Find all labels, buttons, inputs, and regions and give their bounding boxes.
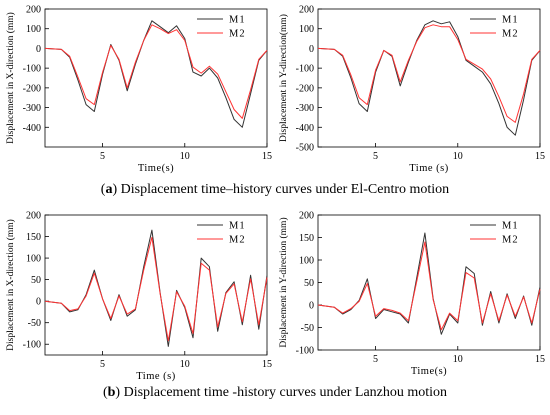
chart-a-left-xlabel: Time(s)	[138, 163, 174, 174]
chart-b-left-ytick-label: 0	[36, 297, 41, 308]
chart-b-left-ytick-label: -50	[28, 318, 41, 329]
chart-a-right-ytick-label: -100	[296, 64, 314, 75]
chart-a-right-ytick-label: -400	[296, 123, 314, 134]
chart-a-right-series-m1	[317, 20, 541, 136]
chart-a-left-ytick-label: 0	[36, 44, 41, 55]
caption-b-label: b	[107, 385, 116, 400]
chart-b-left-legend-label: M2	[229, 235, 246, 246]
chart-b-right-ylabel: Displacement in Y-direction (mm)	[278, 217, 289, 347]
chart-b-left-xlabel: Time (s)	[136, 371, 176, 382]
chart-a-left-ylabel: Displacement in X-direction (mm)	[5, 12, 16, 144]
chart-a-left-legend-label: M2	[229, 29, 246, 40]
chart-b-right-ytick-label: 0	[309, 301, 314, 312]
chart-b-right-ytick-label: -50	[301, 323, 314, 334]
chart-b-right-series-m1	[317, 232, 541, 335]
chart-b-right-xtick-label: 15	[535, 354, 545, 365]
caption-a-label: a	[105, 182, 113, 197]
chart-b-left-xtick-label: 15	[262, 359, 272, 370]
chart-a-right-series-m2	[317, 24, 541, 123]
chart-b-left-ytick-label: -100	[23, 340, 41, 351]
chart-a-right-xlabel: Time (s)	[409, 163, 449, 174]
chart-b-left-xtick-label: 10	[180, 359, 190, 370]
chart-a-left-ytick-label: -100	[23, 64, 41, 75]
chart-a-left-legend-label: M1	[229, 15, 246, 26]
chart-a-right-ytick-label: -200	[296, 83, 314, 94]
caption-b: (b) Displacement time -history curves un…	[102, 385, 448, 400]
chart-a-right-ytick-label: 200	[299, 5, 314, 16]
chart-b-right-ytick-label: 150	[299, 233, 314, 244]
chart-b-right-series-m2	[317, 241, 541, 331]
chart-b-right-legend-label: M1	[502, 221, 519, 232]
chart-a-right-xtick-label: 10	[453, 151, 463, 162]
chart-a-left-xtick-label: 5	[100, 151, 105, 162]
chart-b-right-legend-label: M2	[502, 235, 519, 246]
chart-b-left-frame	[44, 214, 268, 356]
chart-b-left-series-m1	[44, 229, 268, 347]
caption-a: (a) Displacement time–history curves und…	[100, 182, 450, 197]
chart-b-right-xlabel: Time(s)	[411, 366, 447, 377]
chart-a-left-series-m1	[44, 20, 268, 128]
chart-b-right-xtick-label: 5	[373, 354, 378, 365]
chart-b-right-ytick-label: 100	[299, 256, 314, 267]
chart-a-left-xtick-label: 15	[262, 151, 272, 162]
chart-a-right-ytick-label: 100	[299, 24, 314, 35]
chart-a-left-xtick-label: 10	[180, 151, 190, 162]
chart-a-left-series-m2	[44, 24, 268, 119]
chart-a-right-ylabel: Displacement in Y-direction(mm)	[278, 14, 289, 142]
chart-a-left-ytick-label: -400	[23, 123, 41, 134]
chart-a-left-ytick-label: 100	[26, 24, 41, 35]
chart-a-right-ytick-label: -500	[296, 143, 314, 154]
chart-a-right-ytick-label: -300	[296, 103, 314, 114]
chart-a-right-legend-label: M1	[502, 15, 519, 26]
chart-b-left-ytick-label: 200	[26, 211, 41, 222]
chart-a-left-ytick-label: -300	[23, 103, 41, 114]
chart-a-left-ytick-label: -200	[23, 83, 41, 94]
chart-b-left-ytick-label: 50	[31, 275, 41, 286]
chart-b-left-series-m2	[44, 236, 268, 342]
caption-a-text: Displacement time–history curves under E…	[117, 182, 450, 197]
chart-a-left-frame	[44, 8, 268, 148]
chart-a-right-legend-label: M2	[502, 29, 519, 40]
chart-b-right-xtick-label: 10	[453, 354, 463, 365]
chart-b-left-ylabel: Displacement in X-direction (mm)	[5, 219, 16, 351]
chart-b-left-ytick-label: 150	[26, 232, 41, 243]
chart-b-left-xtick-label: 5	[100, 359, 105, 370]
caption-b-text: Displacement time -history curves under …	[120, 385, 448, 400]
chart-b-left-ytick-label: 100	[26, 254, 41, 265]
chart-b-left-legend-label: M1	[229, 221, 246, 232]
chart-a-right-ytick-label: 0	[309, 44, 314, 55]
chart-b-right-ytick-label: 50	[304, 278, 314, 289]
chart-a-left-ytick-label: 200	[26, 5, 41, 16]
chart-a-right-frame	[317, 8, 541, 148]
chart-b-right-ytick-label: 200	[299, 211, 314, 222]
chart-b-right-ytick-label: -100	[296, 346, 314, 357]
chart-a-right-xtick-label: 5	[373, 151, 378, 162]
chart-a-right-xtick-label: 15	[535, 151, 545, 162]
